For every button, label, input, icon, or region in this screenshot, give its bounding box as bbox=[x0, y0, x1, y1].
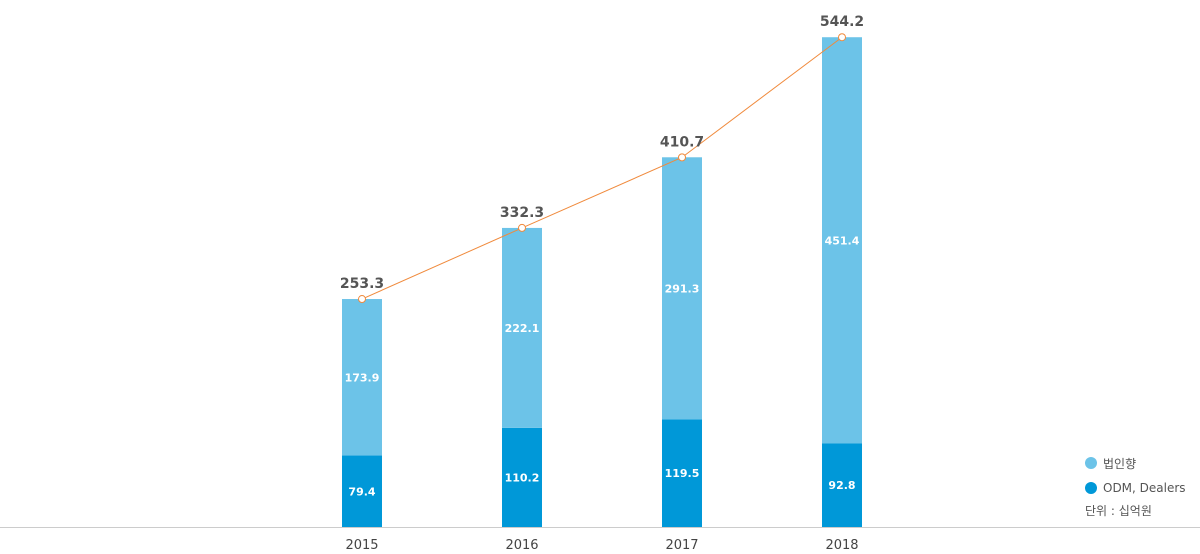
legend-label-corporate: 법인향 bbox=[1103, 456, 1137, 471]
x-tick-label-2018: 2018 bbox=[825, 538, 858, 550]
legend: 법인향 ODM, Dealers 단위 : 십억원 bbox=[1085, 452, 1186, 519]
total-point-2017 bbox=[678, 153, 686, 162]
unit-note: 단위 : 십억원 bbox=[1085, 504, 1152, 518]
legend-label-odm-dealers: ODM, Dealers bbox=[1103, 481, 1186, 495]
legend-swatch-odm-dealers bbox=[1085, 482, 1097, 494]
total-label-2017: 410.7 bbox=[660, 134, 704, 150]
bar-corporate-2018 bbox=[822, 37, 862, 444]
bar-odm-dealers-2017 bbox=[662, 419, 702, 527]
data-label-corporate-2015: 173.9 bbox=[345, 371, 380, 384]
total-point-2018 bbox=[838, 33, 846, 42]
data-label-corporate-2016: 222.1 bbox=[505, 322, 540, 335]
data-label-odm-dealers-2016: 110.2 bbox=[505, 471, 540, 484]
x-tick-label-2016: 2016 bbox=[505, 538, 538, 550]
bar-odm-dealers-2018 bbox=[822, 443, 862, 527]
total-label-2016: 332.3 bbox=[500, 205, 544, 221]
bar-odm-dealers-2015 bbox=[342, 455, 382, 527]
bar-corporate-2015 bbox=[342, 299, 382, 456]
legend-swatch-corporate bbox=[1085, 457, 1097, 469]
bar-corporate-2016 bbox=[502, 227, 542, 428]
bar-corporate-2017 bbox=[662, 157, 702, 420]
data-label-odm-dealers-2015: 79.4 bbox=[348, 485, 375, 498]
legend-item-corporate: 법인향 bbox=[1085, 452, 1186, 474]
data-label-corporate-2018: 451.4 bbox=[825, 234, 860, 247]
data-label-odm-dealers-2017: 119.5 bbox=[665, 467, 700, 480]
total-label-2015: 253.3 bbox=[340, 276, 384, 292]
total-line bbox=[361, 36, 843, 300]
x-tick-label-2015: 2015 bbox=[345, 538, 378, 550]
data-label-odm-dealers-2018: 92.8 bbox=[828, 479, 855, 492]
total-point-2016 bbox=[518, 223, 526, 232]
data-label-corporate-2017: 291.3 bbox=[665, 282, 700, 295]
total-label-2018: 544.2 bbox=[820, 14, 864, 30]
total-point-2015 bbox=[358, 295, 366, 304]
legend-item-odm-dealers: ODM, Dealers bbox=[1085, 477, 1186, 499]
bar-odm-dealers-2016 bbox=[502, 427, 542, 527]
x-tick-label-2017: 2017 bbox=[665, 538, 698, 550]
